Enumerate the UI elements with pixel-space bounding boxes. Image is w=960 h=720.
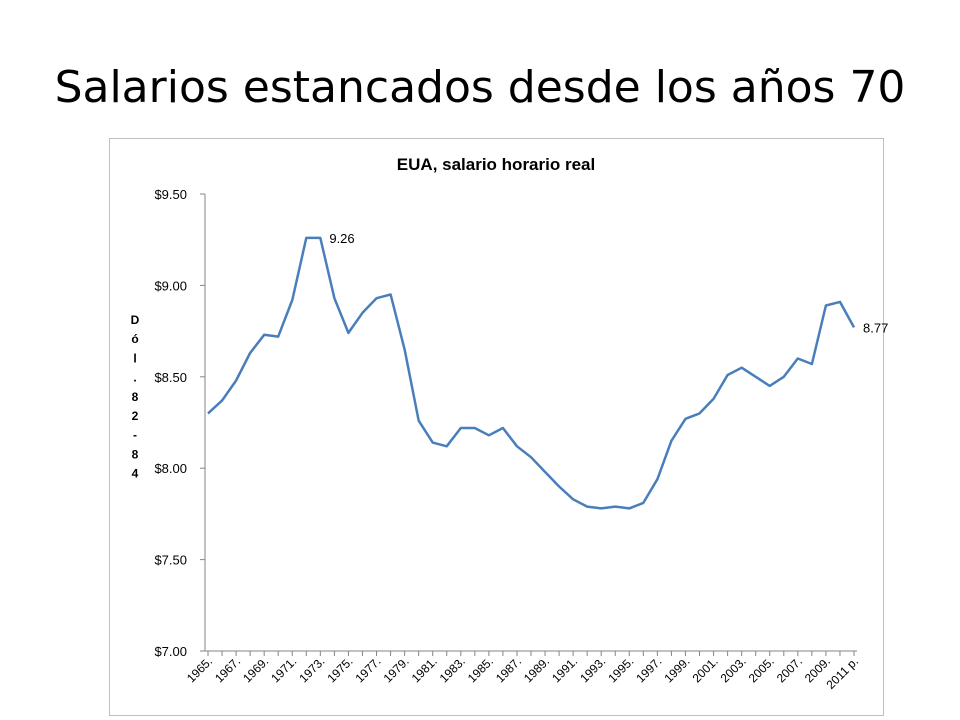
- x-tick-label: 1987.: [493, 654, 524, 685]
- x-tick-label: 1993.: [577, 654, 608, 685]
- y-tick-label: $8.50: [154, 370, 187, 385]
- slide-title: Salarios estancados desde los años 70: [54, 62, 906, 113]
- x-tick-label: 1969.: [240, 654, 271, 685]
- x-tick-label: 1981.: [409, 654, 440, 685]
- y-tick-label: $7.50: [154, 553, 187, 568]
- y-axis-label-char: D: [131, 313, 140, 327]
- y-axis-label-char: ó: [131, 332, 138, 346]
- y-axis-label: Dól. 8 2 - 8 4: [131, 313, 140, 481]
- y-axis: $9.50 $9.00 $8.50 $8.00 $7.50 $7.00: [154, 187, 857, 659]
- chart-title: EUA, salario horario real: [397, 155, 595, 174]
- x-tick-label: 2005.: [746, 654, 777, 685]
- x-tick-label: 1989.: [521, 654, 552, 685]
- y-axis-label-char: 2: [132, 409, 139, 423]
- x-tick-label: 1991.: [549, 654, 580, 685]
- data-label: 8.77: [863, 320, 888, 335]
- x-tick-label: 1985.: [465, 654, 496, 685]
- x-tick-label: 2007.: [774, 654, 805, 685]
- x-tick-label: 1997.: [633, 654, 664, 685]
- x-tick-label: 1979.: [381, 654, 412, 685]
- x-tick-label: 1975.: [324, 654, 355, 685]
- x-tick-label: 1995.: [605, 654, 636, 685]
- x-tick-label: 1973.: [296, 654, 327, 685]
- x-tick-label: 1977.: [353, 654, 384, 685]
- x-tick-label: 1967.: [212, 654, 243, 685]
- y-tick-label: $9.50: [154, 187, 187, 202]
- x-tick-label: 2001.: [690, 654, 721, 685]
- x-tick-label: 2011 p.: [824, 654, 862, 692]
- y-axis-label-char: l: [133, 351, 136, 365]
- y-axis-label-char: 4: [132, 467, 139, 481]
- y-tick-label: $9.00: [154, 278, 187, 293]
- y-tick-label: $8.00: [154, 461, 187, 476]
- y-axis-label-char: 8: [132, 390, 139, 404]
- y-tick-label: $7.00: [154, 644, 187, 659]
- y-axis-label-char: -: [133, 428, 137, 442]
- y-axis-label-char: 8: [132, 447, 139, 461]
- x-tick-label: 2003.: [718, 654, 749, 685]
- series: [207, 236, 856, 510]
- series-line: [207, 236, 856, 510]
- data-label: 9.26: [329, 231, 354, 246]
- x-tick-label: 1999.: [661, 654, 692, 685]
- chart-frame: [109, 138, 884, 716]
- data-labels: 9.26 8.77: [329, 231, 888, 336]
- x-axis: 1965.1967.1969.1971.1973.1975.1977.1979.…: [184, 651, 861, 692]
- x-tick-label: 1983.: [437, 654, 468, 685]
- y-axis-label-char: .: [133, 371, 136, 385]
- x-tick-label: 1965.: [184, 654, 215, 685]
- x-tick-label: 1971.: [268, 654, 299, 685]
